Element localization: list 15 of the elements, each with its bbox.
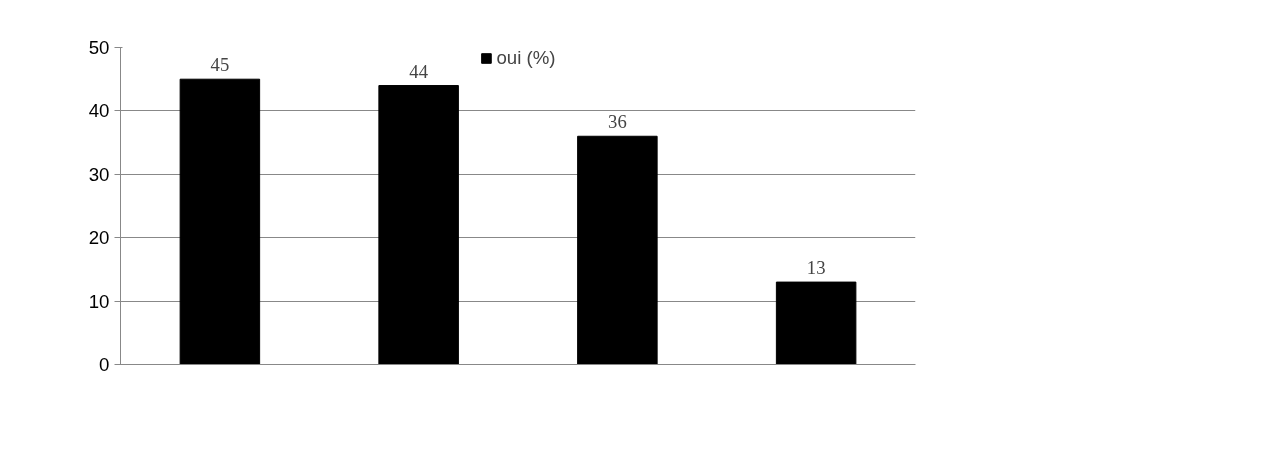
y-tick-label: 40 (88, 100, 110, 122)
y-tick-label: 30 (88, 163, 110, 185)
data-label: 45 (210, 54, 230, 76)
y-tick-label: 10 (88, 290, 110, 312)
y-tick-label: 50 (88, 37, 110, 58)
data-label: 36 (608, 111, 627, 133)
bar (179, 78, 261, 365)
bar (775, 281, 857, 365)
data-label: 44 (409, 60, 429, 82)
data-label: 13 (806, 257, 826, 279)
y-tick-label: 0 (99, 354, 110, 375)
bar (577, 135, 658, 365)
y-tick-label: 20 (88, 227, 110, 249)
legend-label: oui (%) (496, 47, 556, 69)
bar (378, 85, 459, 365)
